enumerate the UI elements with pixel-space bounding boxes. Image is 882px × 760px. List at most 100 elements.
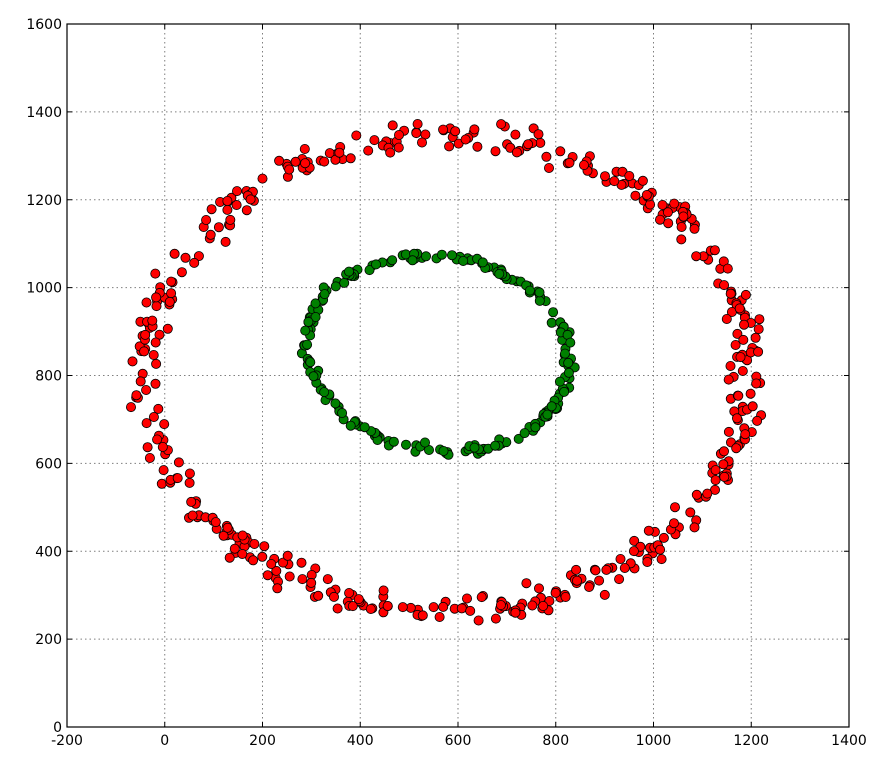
outer-ring-point [594,575,605,586]
outer-ring-point [438,601,449,612]
outer-ring-point [739,319,750,330]
outer-ring-point [353,594,364,605]
outer-ring-point [754,314,765,325]
inner-ring-point [303,316,314,327]
outer-ring-point [173,457,184,468]
inner-ring-point [419,437,430,448]
outer-ring-point [691,489,702,500]
outer-ring-point [184,468,195,479]
outer-ring-point [723,426,734,437]
outer-ring-point [469,124,480,135]
outer-ring-point [272,583,283,594]
outer-ring-point [249,539,260,550]
x-tick-labels: -200 0 200 400 600 800 1000 1200 1400 [51,733,867,749]
outer-ring-point [609,176,620,187]
outer-ring-point [148,411,159,422]
outer-ring-point [229,543,240,554]
inner-ring-point [305,357,316,368]
outer-ring-point [723,374,734,385]
outer-ring-point [187,510,198,521]
inner-ring-point [407,255,418,266]
inner-ring-point [546,317,557,328]
outer-ring-point [599,589,610,600]
outer-ring-point [434,612,445,623]
inner-ring-point [400,439,411,450]
outer-ring-point [334,147,345,158]
outer-ring-point [670,502,681,513]
outer-ring-point [730,339,741,350]
inner-ring-point [319,289,330,300]
inner-ring-point [458,255,469,266]
inner-ring-point [534,295,545,306]
inner-ring-point [446,250,457,261]
outer-ring-point [201,214,212,225]
outer-ring-point [158,465,169,476]
y-tick-label: 800 [35,369,62,385]
outer-ring-point [257,551,268,562]
outer-ring-point [393,129,404,140]
outer-ring-point [150,378,161,389]
inner-ring-point [319,387,330,398]
outer-ring-point [271,565,282,576]
outer-ring-point [645,199,656,210]
inner-ring-point [308,371,319,382]
outer-ring-point [751,378,762,389]
x-tick-label: 800 [542,733,569,749]
outer-ring-point [257,173,268,184]
outer-ring-point [428,602,439,613]
outer-ring-point [176,267,187,278]
outer-ring-point [313,590,324,601]
inner-ring-point [370,259,381,270]
outer-ring-point [590,565,601,576]
outer-ring-point [460,134,471,145]
outer-ring-point [148,349,159,360]
outer-ring-point [189,257,200,268]
inner-ring-point [330,398,341,409]
outer-ring-point [218,530,229,541]
outer-ring-point [584,582,595,593]
outer-ring-point [655,214,666,225]
inner-ring-point [337,407,348,418]
outer-ring-point [745,388,756,399]
y-tick-label: 1000 [26,281,62,297]
outer-ring-point [510,129,521,140]
inner-ring-point [477,257,488,268]
outer-ring-point [676,234,687,245]
outer-ring-point [237,549,248,560]
x-tick-label: 600 [445,733,472,749]
outer-ring-point [490,613,501,624]
outer-ring-point [719,471,730,482]
outer-ring-point [702,488,713,499]
outer-ring-point [476,592,487,603]
outer-ring-point [184,477,195,488]
outer-ring-point [299,143,310,154]
inner-ring-point [548,307,559,318]
x-tick-label: 0 [160,733,169,749]
outer-ring-point [689,522,700,533]
outer-ring-point [669,198,680,209]
outer-ring-point [220,236,231,247]
outer-ring-point [527,600,538,611]
inner-ring-point [436,249,447,260]
outer-ring-point [266,559,277,570]
outer-ring-point [495,600,506,611]
outer-ring-point [624,170,635,181]
outer-ring-point [245,194,256,205]
outer-ring-point [344,588,355,599]
inner-ring-point [530,422,541,433]
outer-ring-point [180,252,191,263]
outer-ring-point [601,564,612,575]
outer-ring-point [248,555,259,566]
outer-ring-point [732,328,743,339]
outer-ring-point [140,329,151,340]
outer-ring-point [555,146,566,157]
outer-ring-point [297,574,308,585]
outer-ring-point [550,587,561,598]
outer-ring-point [141,418,152,429]
outer-ring-point [141,297,152,308]
outer-ring-point [300,158,311,169]
outer-ring-point [643,525,654,536]
inner-ring-point [300,325,311,336]
outer-ring-point [169,248,180,259]
